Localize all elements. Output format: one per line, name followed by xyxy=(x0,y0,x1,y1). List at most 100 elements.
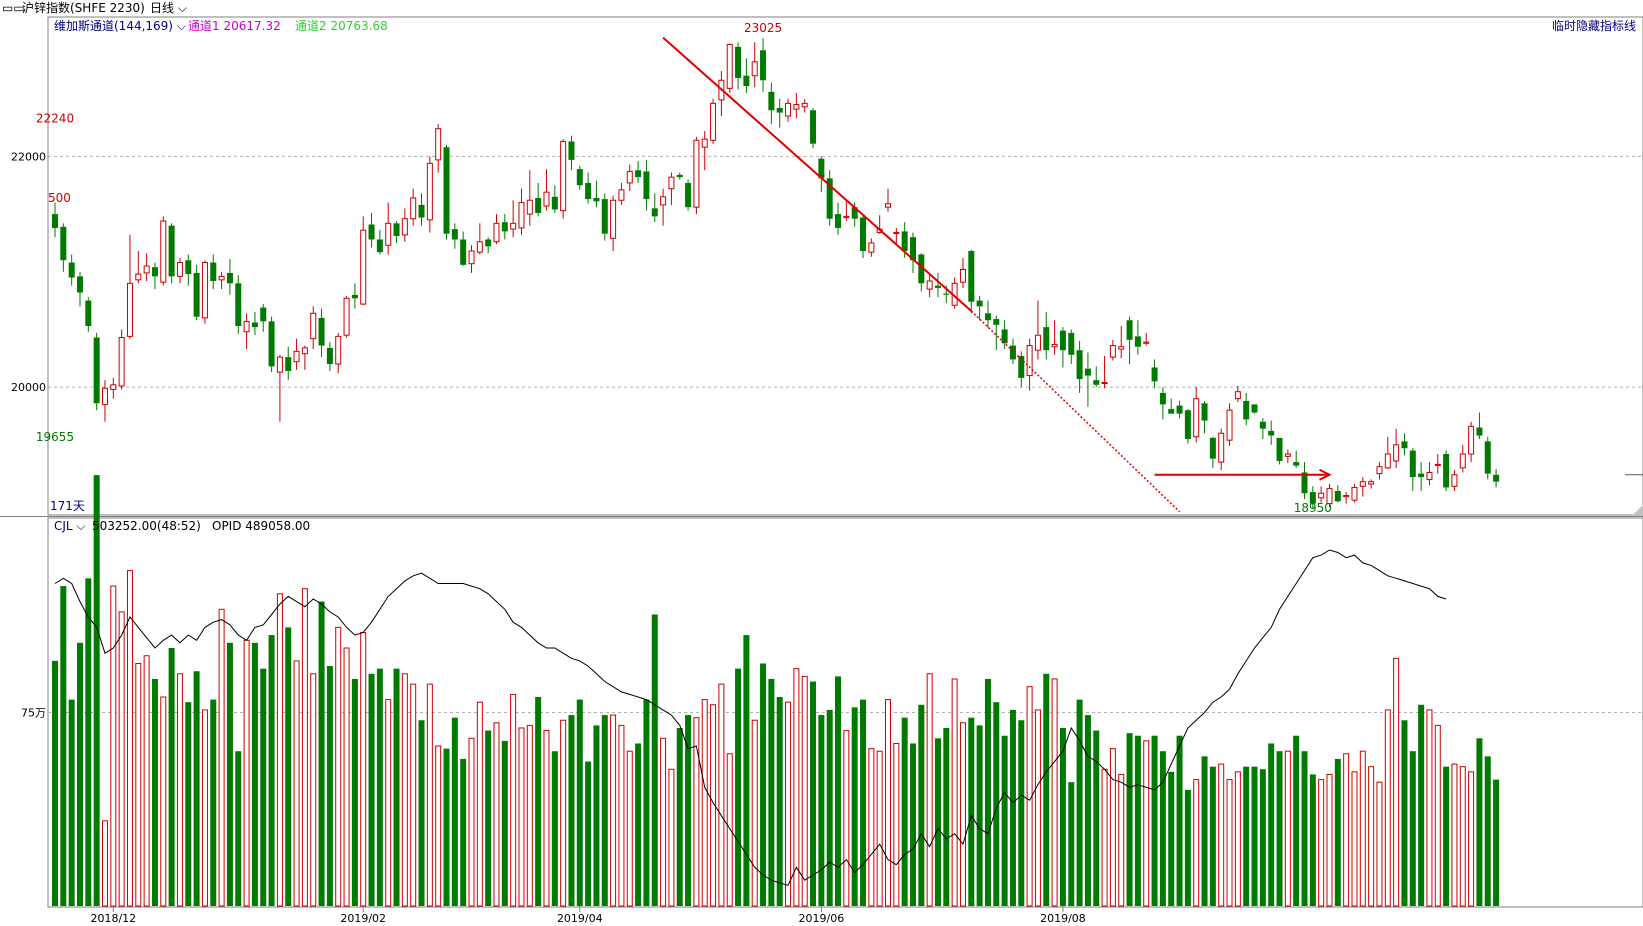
candle xyxy=(818,156,825,193)
volume-bar xyxy=(310,673,317,907)
volume-bars xyxy=(52,475,1500,907)
hide-indicator-link[interactable]: 临时隐藏指标线 xyxy=(1552,18,1636,33)
price-annotation: 18950 xyxy=(1294,501,1332,515)
volume-bar xyxy=(343,647,350,907)
volume-bar xyxy=(451,717,458,906)
volume-bar xyxy=(801,675,808,907)
indicator-name[interactable]: 维加斯通道(144,169) ⌵ xyxy=(54,19,186,33)
candle xyxy=(585,172,592,204)
candle xyxy=(318,308,325,358)
volume-bar xyxy=(735,668,742,906)
candle xyxy=(918,253,925,292)
volume-bar xyxy=(1084,715,1091,906)
trend-lines[interactable] xyxy=(662,36,1643,513)
title-bar: ▭▭ 沪锌指数(SHFE 2230) 日线 ⌵ xyxy=(0,0,1643,16)
volume-bar xyxy=(751,719,758,907)
volume-bar xyxy=(485,730,492,906)
candle xyxy=(793,92,800,119)
candle xyxy=(1401,433,1408,456)
candle xyxy=(1068,329,1075,365)
volume-indicator-name[interactable]: CJL ⌵ xyxy=(54,519,86,533)
volume-bar xyxy=(1034,709,1041,907)
volume-bar xyxy=(860,699,867,906)
candle xyxy=(1493,469,1500,488)
x-axis-ticks: 2018/12 2019/02 2019/04 2019/06 2019/08 xyxy=(90,906,1086,925)
x-tick-label: 2019/04 xyxy=(557,912,603,925)
volume-bar xyxy=(1376,781,1383,907)
candle xyxy=(693,136,700,215)
candle xyxy=(835,202,842,235)
candle xyxy=(1243,392,1250,426)
volume-bar xyxy=(876,750,883,907)
volume-bar xyxy=(1434,724,1441,907)
volume-bar xyxy=(335,626,342,907)
price-annotation: 500 xyxy=(48,191,71,205)
candle xyxy=(276,354,283,422)
candle xyxy=(85,297,92,332)
candle xyxy=(435,124,442,173)
volume-bar xyxy=(126,570,133,907)
volume-bar xyxy=(810,681,817,906)
volume-bar xyxy=(635,743,642,906)
chevron-down-icon: ⌵ xyxy=(73,519,86,533)
y-tick-label: 22000 xyxy=(11,150,46,163)
candle xyxy=(293,338,300,370)
candle xyxy=(310,306,317,350)
candle xyxy=(668,172,675,205)
candle xyxy=(701,131,708,171)
candle xyxy=(176,257,183,284)
trend-line[interactable] xyxy=(970,310,1181,513)
resize-corner-icon[interactable] xyxy=(1633,505,1643,515)
candle xyxy=(551,185,558,213)
candle xyxy=(1184,409,1191,444)
volume-bar xyxy=(976,725,983,906)
volume-bar xyxy=(760,663,767,906)
volume-bar xyxy=(1168,771,1175,906)
volume-bar xyxy=(726,753,733,907)
volume-bar xyxy=(993,702,1000,906)
volume-bar xyxy=(1184,789,1191,906)
candle xyxy=(1151,359,1158,389)
candle xyxy=(768,82,775,125)
volume-bar xyxy=(85,578,92,906)
x-tick-label: 2019/08 xyxy=(1040,912,1086,925)
bars-icon[interactable]: ▭▭ xyxy=(2,1,25,15)
candle xyxy=(301,345,308,370)
candle xyxy=(1276,437,1283,465)
candle xyxy=(493,214,500,245)
candle xyxy=(1326,484,1333,508)
candle xyxy=(843,199,850,222)
candle xyxy=(1259,418,1266,440)
candle xyxy=(1359,477,1366,497)
trend-line[interactable] xyxy=(662,36,972,312)
price-annotation: 22240 xyxy=(36,112,74,126)
volume-bar xyxy=(626,750,633,907)
candle xyxy=(776,98,783,128)
opid-series-line xyxy=(54,549,1447,887)
volume-bar xyxy=(318,601,325,906)
volume-bar xyxy=(593,725,600,906)
candle xyxy=(743,58,750,93)
x-tick-label: 2019/06 xyxy=(799,912,845,925)
candle xyxy=(510,200,517,238)
volume-bar xyxy=(643,699,650,906)
candle xyxy=(518,188,525,235)
candle xyxy=(1409,448,1416,491)
candle xyxy=(860,214,867,258)
volume-bar xyxy=(218,608,225,907)
volume-bar xyxy=(460,758,467,906)
candle xyxy=(926,274,933,298)
volume-bar xyxy=(185,702,192,906)
candle xyxy=(1368,479,1375,489)
y-axis-ticks: 22000 20000 75万 xyxy=(11,150,46,719)
volume-bar xyxy=(685,715,692,906)
volume-bar xyxy=(1043,673,1050,906)
volume-bar xyxy=(785,701,792,907)
candle xyxy=(193,264,200,321)
candle xyxy=(160,216,167,286)
period-selector[interactable]: 日线 ⌵ xyxy=(150,0,187,16)
volume-bar xyxy=(243,639,250,907)
volume-bar xyxy=(710,704,717,907)
volume-bar xyxy=(1284,750,1291,907)
